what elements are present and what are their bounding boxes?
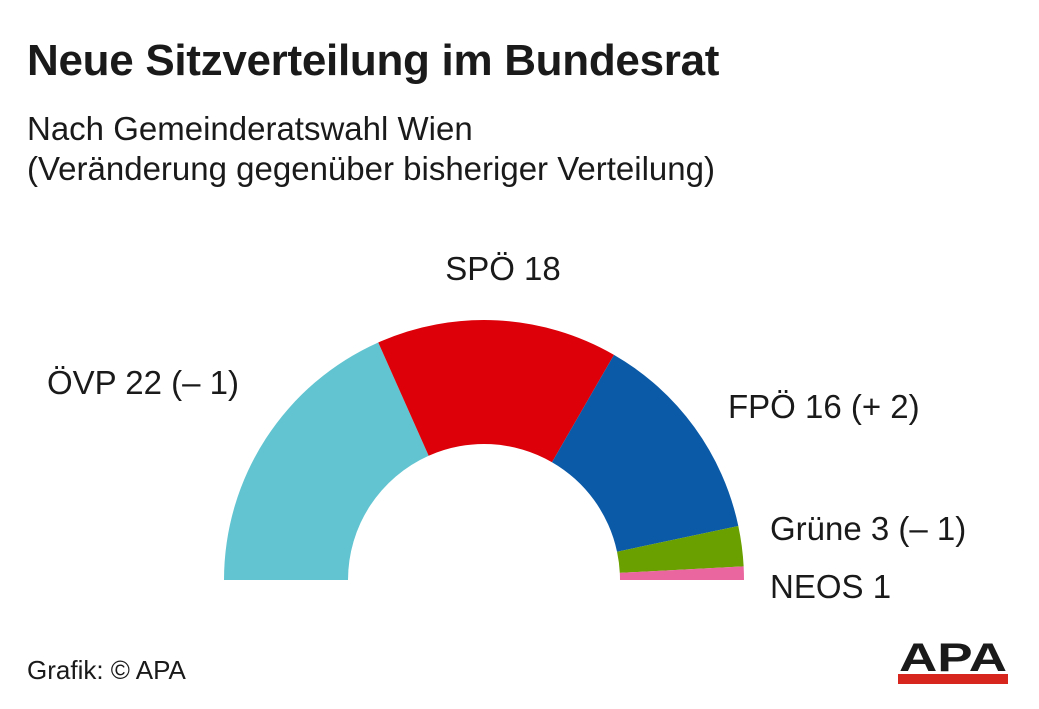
segment-fpö [552,354,739,552]
label-grüne: Grüne 3 (– 1) [770,510,966,547]
source-credit: Grafik: © APA [27,655,186,685]
chart-subtitle-line-1: Nach Gemeinderatswahl Wien [27,110,473,147]
segment-neos [619,566,744,580]
chart-title: Neue Sitzverteilung im Bundesrat [27,36,720,85]
label-fpö: FPÖ 16 (+ 2) [728,388,920,425]
apa-logo-bar [898,674,1008,684]
label-spö: SPÖ 18 [445,250,561,287]
chart-subtitle-line-2: (Veränderung gegenüber bisheriger Vertei… [27,150,715,187]
apa-logo: APA [898,637,1008,684]
label-neos: NEOS 1 [770,568,891,605]
chart-segments [224,319,744,580]
segment-spö [378,319,614,463]
segment-grüne [617,525,744,573]
segment-övp [224,342,429,580]
apa-logo-text: APA [899,637,1007,680]
chart-labels: ÖVP 22 (– 1) SPÖ 18 FPÖ 16 (+ 2) Grüne 3 (–… [47,250,966,605]
label-övp: ÖVP 22 (– 1) [47,364,239,401]
